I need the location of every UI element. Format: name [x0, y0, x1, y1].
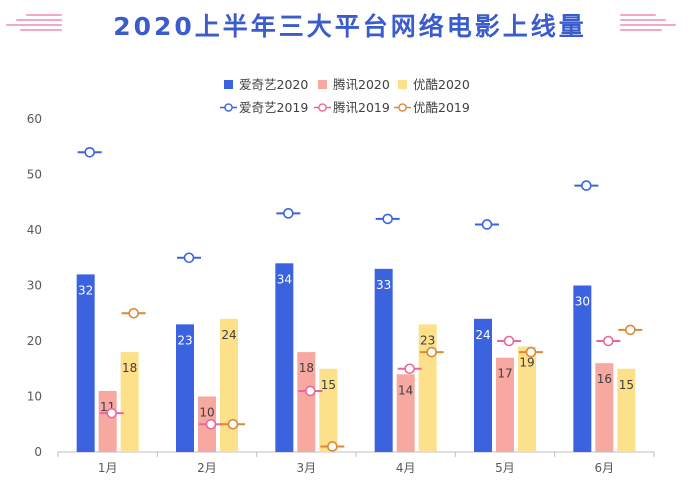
marker-point [481, 219, 493, 230]
bar [176, 324, 194, 452]
bar [496, 357, 514, 452]
x-tick-label: 1月 [98, 461, 118, 475]
legend-label: 优酷2020 [413, 77, 470, 92]
bar [76, 274, 95, 452]
bar-data-label: 30 [575, 295, 590, 309]
bar-data-label: 15 [619, 378, 634, 392]
bar [396, 374, 415, 452]
y-tick-label: 60 [27, 112, 42, 126]
legend-label: 腾讯2020 [333, 77, 390, 92]
legend-swatch [318, 80, 327, 89]
bar-data-label: 17 [497, 367, 512, 381]
marker-point [503, 335, 515, 347]
marker-point [128, 307, 139, 319]
legend-label: 爱奇艺2020 [239, 77, 308, 92]
bar [120, 352, 139, 452]
y-tick-label: 30 [27, 279, 42, 293]
legend-marker [318, 103, 327, 112]
bar-data-label: 18 [299, 361, 314, 375]
x-tick-label: 5月 [495, 461, 515, 475]
legend-label: 优酷2019 [413, 100, 470, 115]
bar [275, 263, 294, 452]
y-tick-label: 20 [27, 334, 42, 348]
y-tick-label: 10 [27, 390, 42, 404]
marker-point [305, 385, 316, 397]
marker-point [426, 346, 437, 358]
legend-label: 爱奇艺2019 [239, 100, 308, 115]
bar [595, 363, 614, 452]
bar-data-label: 19 [519, 356, 534, 370]
marker-point [283, 208, 294, 219]
legend-swatch [224, 80, 233, 89]
marker-point [327, 441, 338, 452]
bar [220, 318, 238, 452]
bar [374, 268, 393, 452]
x-tick-label: 2月 [197, 461, 217, 475]
bar [617, 368, 636, 452]
bar-data-label: 15 [321, 378, 336, 392]
bar-data-label: 10 [199, 406, 214, 420]
bar [518, 346, 536, 452]
marker-point [205, 418, 217, 430]
legend-marker [398, 103, 407, 112]
title-decoration-right [620, 14, 678, 32]
bar [297, 352, 316, 452]
y-tick-label: 50 [27, 168, 42, 182]
marker-point [603, 335, 614, 347]
marker-point [183, 252, 195, 264]
bar [573, 285, 592, 452]
marker-point [625, 324, 636, 336]
bar-data-label: 18 [122, 361, 137, 375]
x-tick-label: 4月 [396, 461, 416, 475]
legend-label: 腾讯2019 [333, 100, 390, 115]
bar-data-label: 23 [177, 333, 192, 347]
marker-point [525, 346, 537, 358]
marker-point [404, 363, 415, 375]
marker-point [227, 418, 239, 430]
legend-marker [224, 103, 233, 112]
marker-point [106, 407, 117, 419]
marker-point [84, 147, 95, 158]
bar-data-label: 23 [420, 333, 435, 347]
bar-data-label: 24 [221, 328, 236, 342]
x-tick-label: 6月 [595, 461, 615, 475]
chart-title: 2020上半年三大平台网络电影上线量 [113, 12, 587, 41]
y-tick-label: 40 [27, 223, 42, 237]
bar-data-label: 14 [398, 383, 413, 397]
bar-data-label: 34 [277, 272, 292, 286]
bar-data-label: 33 [376, 278, 391, 292]
marker-point [382, 213, 393, 225]
title-decoration-left [6, 14, 64, 32]
x-tick-label: 3月 [297, 461, 317, 475]
bar [474, 318, 492, 452]
bar-data-label: 32 [78, 283, 93, 297]
bar [319, 368, 338, 452]
bar [98, 390, 117, 452]
marker-point [581, 180, 592, 191]
legend-swatch [398, 80, 407, 89]
bar-data-label: 24 [475, 328, 490, 342]
y-tick-label: 0 [34, 445, 42, 459]
title-bar: 2020上半年三大平台网络电影上线量 [0, 0, 700, 52]
bar-data-label: 16 [597, 372, 612, 386]
